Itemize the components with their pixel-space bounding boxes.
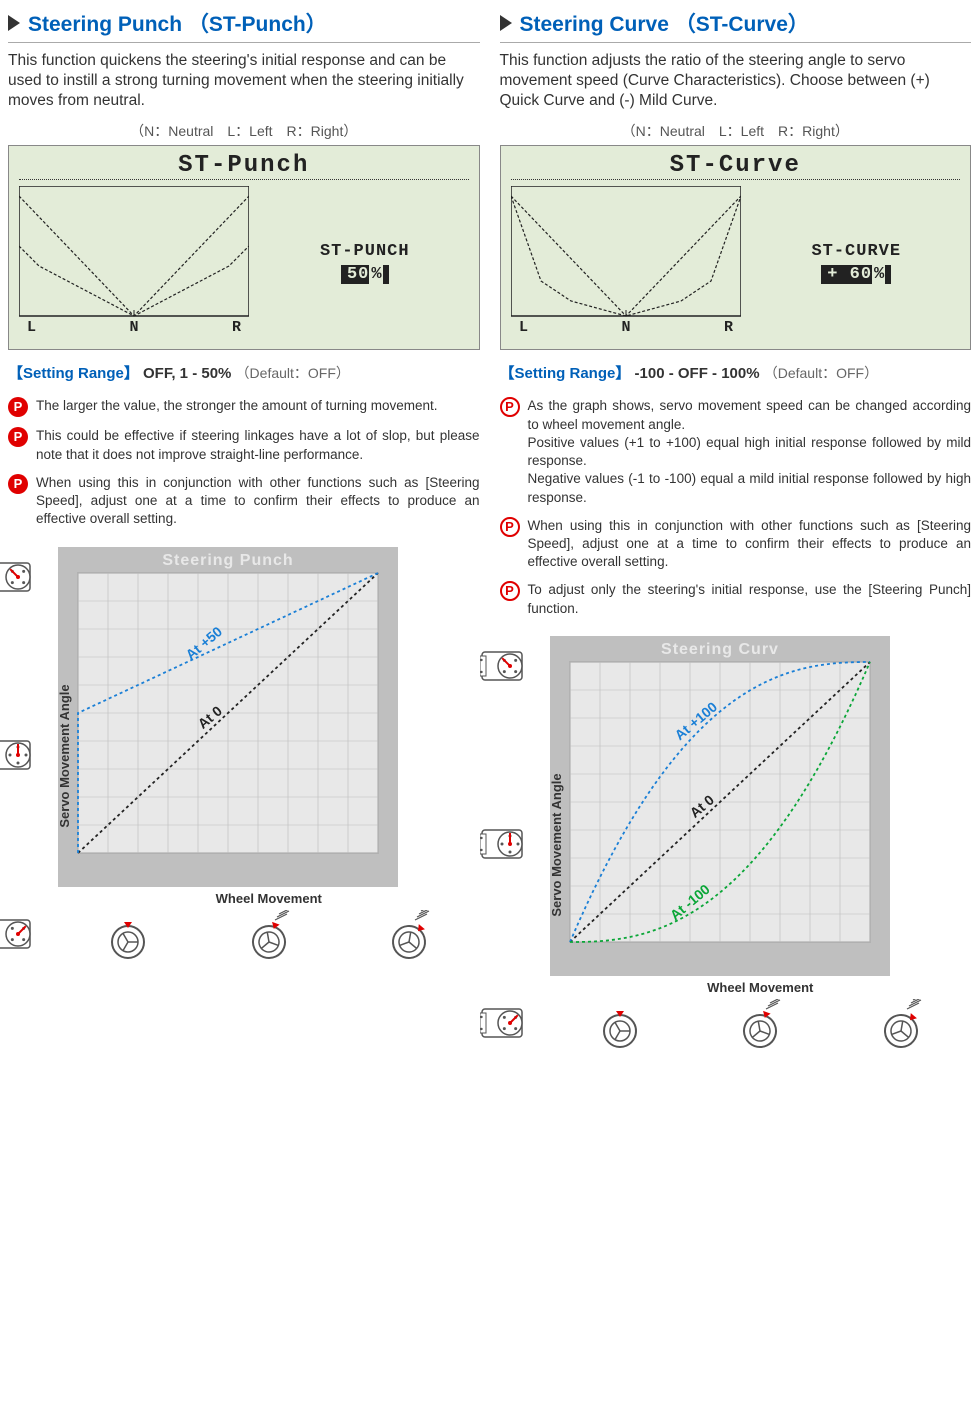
svg-text:N: N bbox=[621, 319, 630, 334]
section-title-right: Steering Curve （ST-Curve） bbox=[500, 8, 972, 43]
axis-legend-left: （N：Neutral L：Left R：Right） bbox=[8, 121, 480, 141]
svg-text:R: R bbox=[232, 319, 241, 334]
response-chart-left: Servo Movement Angle Steering PunchAt 0A… bbox=[58, 547, 480, 966]
wheel-icon bbox=[100, 910, 156, 966]
title-text: Steering Curve （ST-Curve） bbox=[520, 8, 809, 38]
wheel-icon bbox=[873, 999, 929, 1055]
wheel-icon bbox=[592, 999, 648, 1055]
servo-icons bbox=[480, 636, 536, 1055]
range-default: （Default：OFF） bbox=[236, 365, 350, 381]
notes-list-right: P As the graph shows, servo movement spee… bbox=[500, 397, 972, 617]
setting-range-right: 【Setting Range】 -100 - OFF - 100% （Defau… bbox=[500, 362, 972, 383]
p-badge-icon: P bbox=[8, 474, 28, 494]
p-badge-icon: P bbox=[8, 427, 28, 447]
title-text: Steering Punch （ST-Punch） bbox=[28, 8, 327, 38]
wheel-icons bbox=[550, 999, 972, 1055]
note-text: The larger the value, the stronger the a… bbox=[36, 397, 437, 417]
note-item: P This could be effective if steering lin… bbox=[8, 427, 480, 463]
wheel-icons bbox=[58, 910, 480, 966]
p-badge-icon: P bbox=[500, 397, 520, 417]
lcd-readout-right: ST-CURVE + 60% bbox=[753, 242, 961, 284]
lcd-graph-right: LNR bbox=[511, 186, 741, 339]
lcd-panel-right: ST-Curve L N R ST-CURVE + 60% bbox=[500, 145, 972, 350]
lcd-readout-left: ST-PUNCH 50% bbox=[261, 242, 469, 284]
note-item: P When using this in conjunction with oth… bbox=[8, 474, 480, 529]
x-axis-label: Wheel Movement bbox=[550, 980, 972, 995]
triangle-icon bbox=[8, 15, 20, 31]
note-text: When using this in conjunction with othe… bbox=[36, 474, 480, 529]
svg-text:N: N bbox=[129, 319, 138, 334]
lcd-graph-left: LNR bbox=[19, 186, 249, 339]
servo-icon bbox=[0, 557, 44, 599]
servo-icon bbox=[480, 1003, 536, 1045]
response-chart-right: Servo Movement Angle Steering CurvAt 0At… bbox=[550, 636, 972, 1055]
lcd-panel-left: ST-Punch L N R ST-PUNCH 50% bbox=[8, 145, 480, 350]
note-text: When using this in conjunction with othe… bbox=[528, 517, 972, 572]
wheel-icon bbox=[732, 999, 788, 1055]
triangle-icon bbox=[500, 15, 512, 31]
svg-text:R: R bbox=[723, 319, 732, 334]
lcd-value: 50% bbox=[341, 265, 389, 284]
servo-icon bbox=[480, 824, 536, 866]
lcd-title: ST-Punch bbox=[19, 152, 469, 180]
note-item: P The larger the value, the stronger the … bbox=[8, 397, 480, 417]
note-item: P To adjust only the steering's initial r… bbox=[500, 581, 972, 617]
note-item: P When using this in conjunction with oth… bbox=[500, 517, 972, 572]
svg-text:Steering Punch: Steering Punch bbox=[162, 552, 293, 569]
svg-text:L: L bbox=[519, 319, 528, 334]
description-left: This function quickens the steering's in… bbox=[8, 51, 480, 111]
range-label: 【Setting Range】 bbox=[8, 365, 139, 382]
lcd-value: + 60% bbox=[821, 265, 891, 284]
range-value: -100 - OFF - 100% bbox=[635, 365, 760, 382]
range-label: 【Setting Range】 bbox=[500, 365, 631, 382]
note-text: To adjust only the steering's initial re… bbox=[528, 581, 972, 617]
y-axis-label: Servo Movement Angle bbox=[57, 684, 72, 827]
p-badge-icon: P bbox=[500, 581, 520, 601]
right-column: Steering Curve （ST-Curve） This function … bbox=[500, 8, 972, 1055]
note-item: P As the graph shows, servo movement spee… bbox=[500, 397, 972, 506]
x-axis-label: Wheel Movement bbox=[58, 891, 480, 906]
y-axis-label: Servo Movement Angle bbox=[549, 774, 564, 917]
svg-text:Steering Curv: Steering Curv bbox=[661, 641, 779, 658]
note-text: This could be effective if steering link… bbox=[36, 427, 480, 463]
lcd-title: ST-Curve bbox=[511, 152, 961, 180]
left-column: Steering Punch （ST-Punch） This function … bbox=[8, 8, 480, 1055]
lcd-side-label: ST-PUNCH bbox=[261, 242, 469, 261]
servo-icon bbox=[480, 646, 536, 688]
setting-range-left: 【Setting Range】 OFF, 1 - 50% （Default：OF… bbox=[8, 362, 480, 383]
svg-text:L: L bbox=[27, 319, 36, 334]
wheel-icon bbox=[381, 910, 437, 966]
servo-icon bbox=[0, 914, 44, 956]
description-right: This function adjusts the ratio of the s… bbox=[500, 51, 972, 111]
p-badge-icon: P bbox=[500, 517, 520, 537]
axis-legend-right: （N：Neutral L：Left R：Right） bbox=[500, 121, 972, 141]
notes-list-left: P The larger the value, the stronger the … bbox=[8, 397, 480, 528]
note-text: As the graph shows, servo movement speed… bbox=[528, 397, 972, 506]
servo-icons bbox=[0, 547, 44, 966]
servo-icon bbox=[0, 735, 44, 777]
p-badge-icon: P bbox=[8, 397, 28, 417]
lcd-side-label: ST-CURVE bbox=[753, 242, 961, 261]
range-default: （Default：OFF） bbox=[764, 365, 878, 381]
range-value: OFF, 1 - 50% bbox=[143, 365, 231, 382]
section-title-left: Steering Punch （ST-Punch） bbox=[8, 8, 480, 43]
wheel-icon bbox=[241, 910, 297, 966]
